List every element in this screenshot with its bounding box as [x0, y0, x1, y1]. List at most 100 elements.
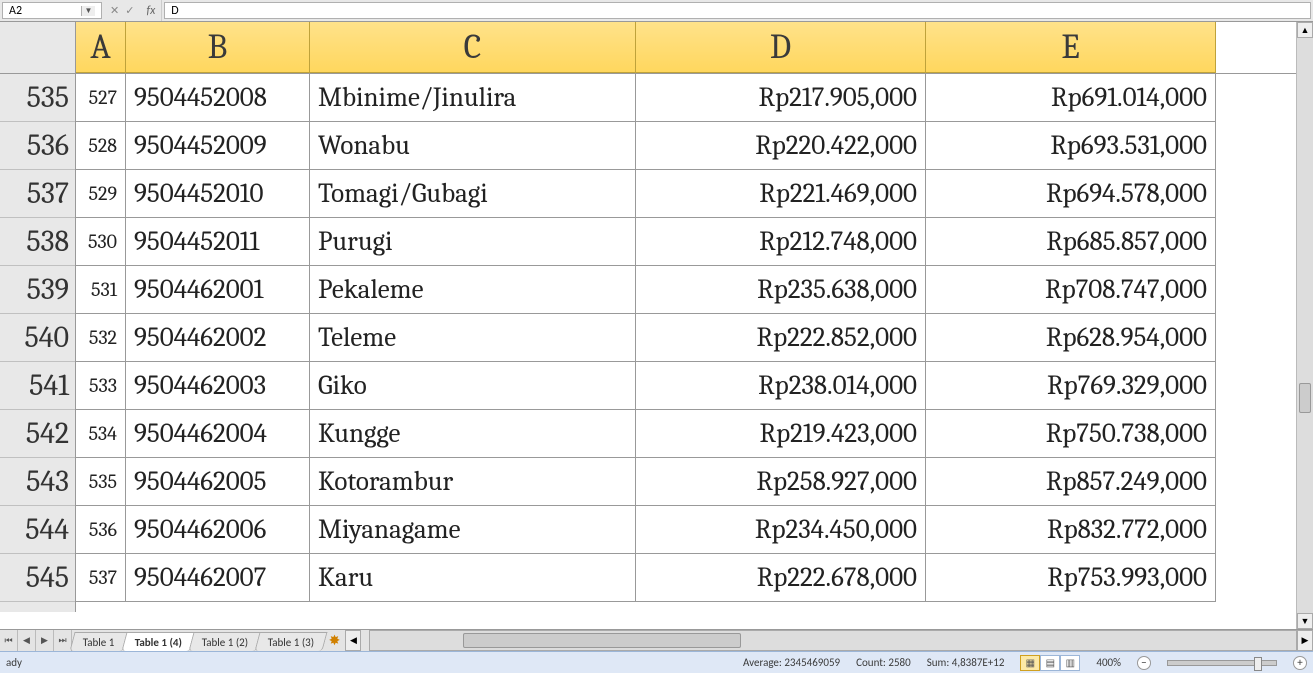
scroll-up-icon[interactable]: ▲: [1297, 22, 1313, 38]
cell-A[interactable]: 534: [76, 410, 126, 458]
row-header[interactable]: 535: [0, 74, 75, 122]
zoom-slider[interactable]: [1167, 660, 1277, 666]
column-header-B[interactable]: B: [126, 22, 310, 73]
row-header[interactable]: 544: [0, 506, 75, 554]
sheet-tab[interactable]: Table 1: [69, 632, 128, 651]
cell-A[interactable]: 537: [76, 554, 126, 602]
cell-C[interactable]: Miyanagame: [310, 506, 636, 554]
cell-E[interactable]: Rp769.329,000: [926, 362, 1216, 410]
row-header[interactable]: 537: [0, 170, 75, 218]
cell-A[interactable]: 535: [76, 458, 126, 506]
row-header[interactable]: 542: [0, 410, 75, 458]
zoom-level[interactable]: 400%: [1096, 656, 1121, 669]
cancel-icon[interactable]: ✕: [108, 4, 121, 17]
cell-D[interactable]: Rp212.748,000: [636, 218, 926, 266]
zoom-in-icon[interactable]: +: [1293, 656, 1307, 670]
cell-A[interactable]: 536: [76, 506, 126, 554]
cell-E[interactable]: Rp694.578,000: [926, 170, 1216, 218]
horizontal-scroll-thumb[interactable]: [463, 633, 741, 648]
cell-A[interactable]: 527: [76, 74, 126, 122]
formula-input[interactable]: D: [164, 2, 1311, 19]
row-header[interactable]: 536: [0, 122, 75, 170]
view-normal-icon[interactable]: ▦: [1020, 655, 1040, 671]
cell-E[interactable]: Rp857.249,000: [926, 458, 1216, 506]
zoom-thumb[interactable]: [1254, 657, 1262, 671]
cell-E[interactable]: Rp693.531,000: [926, 122, 1216, 170]
vertical-scroll-thumb[interactable]: [1299, 383, 1311, 413]
sheet-tab[interactable]: Table 1 (3): [255, 632, 328, 651]
cell-E[interactable]: Rp708.747,000: [926, 266, 1216, 314]
cell-B[interactable]: 9504452009: [126, 122, 310, 170]
cell-A[interactable]: 529: [76, 170, 126, 218]
cell-B[interactable]: 9504462006: [126, 506, 310, 554]
cell-B[interactable]: 9504452010: [126, 170, 310, 218]
cell-C[interactable]: Karu: [310, 554, 636, 602]
cell-E[interactable]: Rp628.954,000: [926, 314, 1216, 362]
row-header[interactable]: 545: [0, 554, 75, 602]
cell-C[interactable]: Giko: [310, 362, 636, 410]
select-all-corner[interactable]: [0, 22, 75, 74]
cell-D[interactable]: Rp217.905,000: [636, 74, 926, 122]
name-box[interactable]: A2 ▼: [2, 2, 102, 19]
zoom-out-icon[interactable]: −: [1137, 656, 1151, 670]
cell-D[interactable]: Rp234.450,000: [636, 506, 926, 554]
enter-icon[interactable]: ✓: [123, 4, 136, 17]
cell-E[interactable]: Rp685.857,000: [926, 218, 1216, 266]
cell-D[interactable]: Rp222.852,000: [636, 314, 926, 362]
row-header[interactable]: 540: [0, 314, 75, 362]
tab-prev-icon[interactable]: ◀: [18, 630, 36, 651]
cell-B[interactable]: 9504462007: [126, 554, 310, 602]
hscroll-right-icon[interactable]: ▶: [1297, 630, 1313, 651]
cell-B[interactable]: 9504462001: [126, 266, 310, 314]
cell-B[interactable]: 9504462002: [126, 314, 310, 362]
column-header-A[interactable]: A: [76, 22, 126, 73]
view-page-layout-icon[interactable]: ▤: [1040, 655, 1060, 671]
cell-B[interactable]: 9504462004: [126, 410, 310, 458]
cell-C[interactable]: Pekaleme: [310, 266, 636, 314]
column-header-D[interactable]: D: [636, 22, 926, 73]
hscroll-left-icon[interactable]: ◀: [345, 630, 361, 651]
cell-D[interactable]: Rp222.678,000: [636, 554, 926, 602]
cell-D[interactable]: Rp258.927,000: [636, 458, 926, 506]
row-header[interactable]: 543: [0, 458, 75, 506]
cell-D[interactable]: Rp220.422,000: [636, 122, 926, 170]
cell-B[interactable]: 9504452008: [126, 74, 310, 122]
cell-B[interactable]: 9504462005: [126, 458, 310, 506]
cell-E[interactable]: Rp753.993,000: [926, 554, 1216, 602]
cell-D[interactable]: Rp221.469,000: [636, 170, 926, 218]
view-page-break-icon[interactable]: ▥: [1060, 655, 1080, 671]
sheet-tab[interactable]: Table 1 (4): [121, 632, 195, 651]
column-header-C[interactable]: C: [310, 22, 636, 73]
cell-C[interactable]: Teleme: [310, 314, 636, 362]
cell-E[interactable]: Rp750.738,000: [926, 410, 1216, 458]
cell-C[interactable]: Kotorambur: [310, 458, 636, 506]
cell-B[interactable]: 9504462003: [126, 362, 310, 410]
cell-A[interactable]: 531: [76, 266, 126, 314]
cell-A[interactable]: 530: [76, 218, 126, 266]
cell-A[interactable]: 528: [76, 122, 126, 170]
row-header[interactable]: 541: [0, 362, 75, 410]
cell-C[interactable]: Purugi: [310, 218, 636, 266]
cell-D[interactable]: Rp219.423,000: [636, 410, 926, 458]
column-header-E[interactable]: E: [926, 22, 1216, 73]
cell-C[interactable]: Wonabu: [310, 122, 636, 170]
cell-D[interactable]: Rp235.638,000: [636, 266, 926, 314]
vertical-scroll-track[interactable]: [1297, 38, 1313, 613]
sheet-tab[interactable]: Table 1 (2): [188, 632, 261, 651]
tab-next-icon[interactable]: ▶: [36, 630, 54, 651]
cell-C[interactable]: Mbinime/Jinulira: [310, 74, 636, 122]
fx-label[interactable]: fx: [140, 0, 162, 21]
vertical-scrollbar[interactable]: ▲ ▼: [1296, 22, 1313, 629]
cell-A[interactable]: 532: [76, 314, 126, 362]
cell-C[interactable]: Tomagi/Gubagi: [310, 170, 636, 218]
cell-D[interactable]: Rp238.014,000: [636, 362, 926, 410]
cell-B[interactable]: 9504452011: [126, 218, 310, 266]
cell-E[interactable]: Rp691.014,000: [926, 74, 1216, 122]
name-box-dropdown-icon[interactable]: ▼: [81, 6, 95, 16]
row-header[interactable]: 539: [0, 266, 75, 314]
cell-E[interactable]: Rp832.772,000: [926, 506, 1216, 554]
scroll-down-icon[interactable]: ▼: [1297, 613, 1313, 629]
cell-C[interactable]: Kungge: [310, 410, 636, 458]
cell-A[interactable]: 533: [76, 362, 126, 410]
row-header[interactable]: 538: [0, 218, 75, 266]
